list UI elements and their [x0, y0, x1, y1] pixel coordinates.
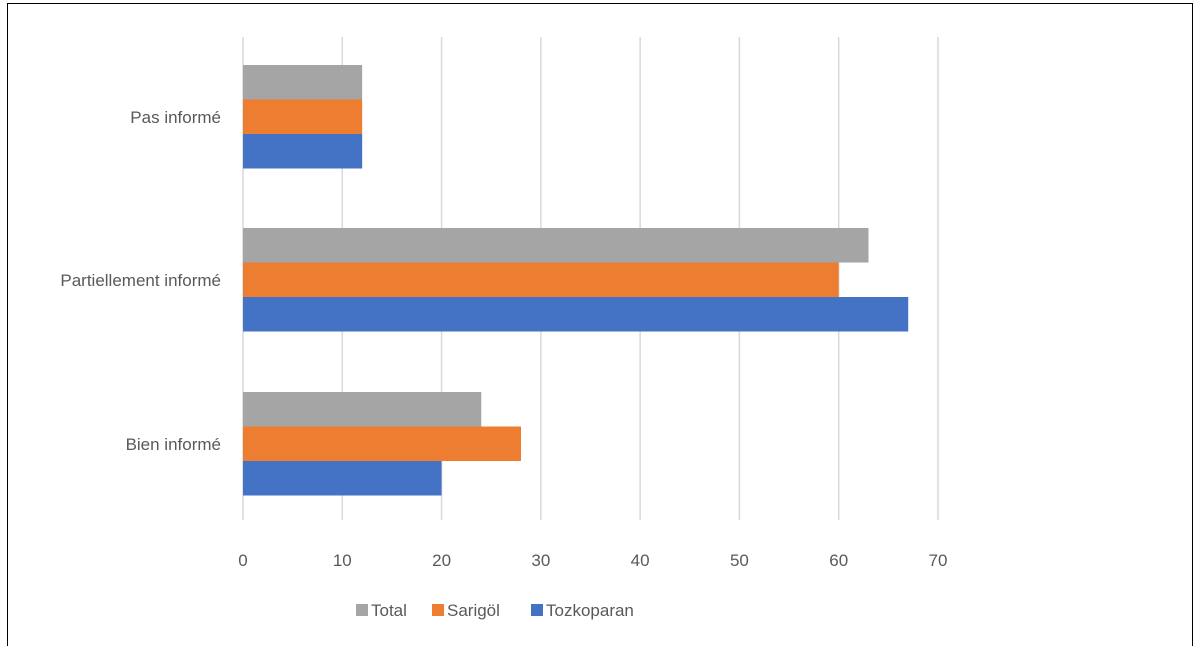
category-labels: Pas informé Partiellement informé Bien inf… — [60, 108, 221, 454]
bars — [243, 65, 909, 496]
bar-tozkoparan — [243, 297, 909, 332]
x-tick-label: 50 — [730, 551, 749, 570]
bar-tozkoparan — [243, 461, 442, 496]
category-label: Partiellement informé — [60, 271, 221, 290]
category-label: Bien informé — [126, 435, 221, 454]
x-tick-label: 10 — [333, 551, 352, 570]
legend-swatch — [356, 604, 368, 616]
bar-total — [243, 392, 482, 427]
x-tick-labels: 0 10 20 30 40 50 60 70 — [238, 551, 947, 570]
bar-tozkoparan — [243, 134, 363, 169]
bar-total — [243, 65, 363, 100]
legend-label: Tozkoparan — [546, 601, 634, 620]
bar-sarig-l — [243, 426, 521, 461]
x-tick-label: 0 — [238, 551, 247, 570]
x-tick-label: 40 — [631, 551, 650, 570]
bar-total — [243, 228, 869, 263]
chart-frame — [7, 3, 1193, 646]
bar-sarig-l — [243, 262, 839, 297]
category-label: Pas informé — [130, 108, 221, 127]
bar-sarig-l — [243, 99, 363, 134]
legend-label: Total — [371, 601, 407, 620]
legend-swatch — [432, 604, 444, 616]
x-tick-label: 20 — [432, 551, 451, 570]
x-tick-label: 60 — [829, 551, 848, 570]
legend-label: Sarigöl — [447, 601, 500, 620]
legend: Total Sarigöl Tozkoparan — [356, 601, 634, 620]
legend-swatch — [531, 604, 543, 616]
x-tick-label: 30 — [531, 551, 550, 570]
x-tick-label: 70 — [929, 551, 948, 570]
